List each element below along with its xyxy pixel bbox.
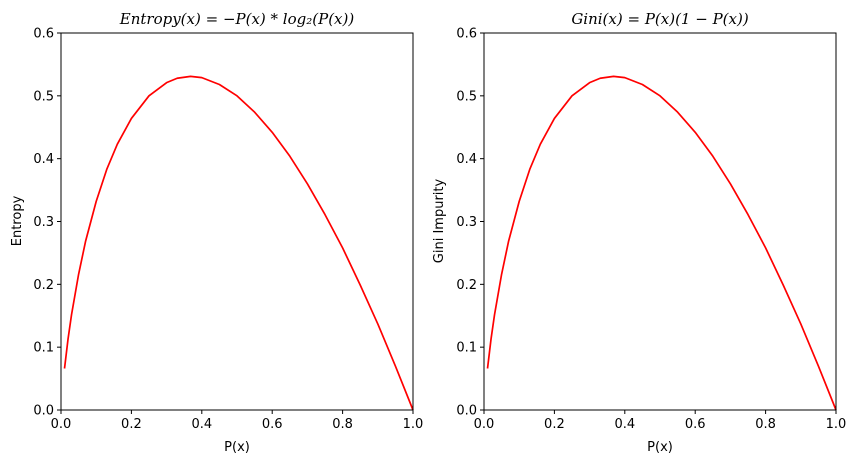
gini-ticks: 0.0 0.2 0.4 0.6 0.8 1.0 0.0 0.1 0.2 0.3 0.4 0.5 0.6 bbox=[456, 27, 846, 433]
entropy-plot-frame bbox=[61, 33, 413, 410]
gini-curve-line bbox=[488, 76, 836, 410]
entropy-x-tick-label: 0.4 bbox=[191, 417, 212, 432]
gini-y-tick-label: 0.1 bbox=[456, 341, 477, 356]
gini-y-axis-label: Gini Impurity bbox=[432, 178, 447, 263]
gini-x-tick-label: 0.2 bbox=[544, 417, 565, 432]
entropy-y-tick-label: 0.0 bbox=[33, 404, 54, 419]
entropy-x-tick-label: 0.6 bbox=[262, 417, 283, 432]
entropy-chart: Entropy(x) = −P(x) * log₂(P(x)) P(x) Ent… bbox=[10, 10, 423, 455]
entropy-curve-line bbox=[65, 76, 413, 410]
gini-y-tick-label: 0.3 bbox=[456, 215, 477, 230]
gini-x-tick-label: 0.4 bbox=[614, 417, 635, 432]
gini-chart: Gini(x) = P(x)(1 − P(x)) P(x) Gini Impur… bbox=[432, 10, 846, 455]
entropy-x-tick-label: 1.0 bbox=[403, 417, 424, 432]
entropy-chart-title: Entropy(x) = −P(x) * log₂(P(x)) bbox=[119, 10, 355, 28]
entropy-x-axis-label: P(x) bbox=[224, 440, 250, 455]
gini-x-axis-label: P(x) bbox=[647, 440, 673, 455]
entropy-y-axis-label: Entropy bbox=[10, 195, 25, 246]
entropy-y-tick-label: 0.6 bbox=[33, 27, 54, 42]
gini-x-tick-label: 1.0 bbox=[826, 417, 847, 432]
gini-x-tick-label: 0.8 bbox=[755, 417, 776, 432]
entropy-y-tick-label: 0.1 bbox=[33, 341, 54, 356]
entropy-y-tick-label: 0.3 bbox=[33, 215, 54, 230]
gini-y-tick-label: 0.5 bbox=[456, 89, 477, 104]
entropy-x-tick-label: 0.8 bbox=[332, 417, 353, 432]
gini-x-tick-label: 0.6 bbox=[685, 417, 706, 432]
gini-y-tick-label: 0.0 bbox=[456, 404, 477, 419]
gini-plot-frame bbox=[484, 33, 836, 410]
entropy-ticks: 0.0 0.2 0.4 0.6 0.8 1.0 0.0 0.1 0.2 0.3 0.4 0.5 0.6 bbox=[33, 27, 423, 433]
entropy-series bbox=[65, 76, 413, 410]
entropy-y-tick-label: 0.2 bbox=[33, 278, 54, 293]
entropy-x-tick-label: 0.2 bbox=[121, 417, 142, 432]
gini-y-tick-label: 0.4 bbox=[456, 152, 477, 167]
entropy-y-tick-label: 0.4 bbox=[33, 152, 54, 167]
gini-y-tick-label: 0.6 bbox=[456, 27, 477, 42]
gini-chart-title: Gini(x) = P(x)(1 − P(x)) bbox=[571, 10, 749, 28]
gini-series bbox=[488, 76, 836, 410]
entropy-x-tick-label: 0.0 bbox=[51, 417, 72, 432]
entropy-y-tick-label: 0.5 bbox=[33, 89, 54, 104]
gini-y-tick-label: 0.2 bbox=[456, 278, 477, 293]
gini-x-tick-label: 0.0 bbox=[474, 417, 495, 432]
